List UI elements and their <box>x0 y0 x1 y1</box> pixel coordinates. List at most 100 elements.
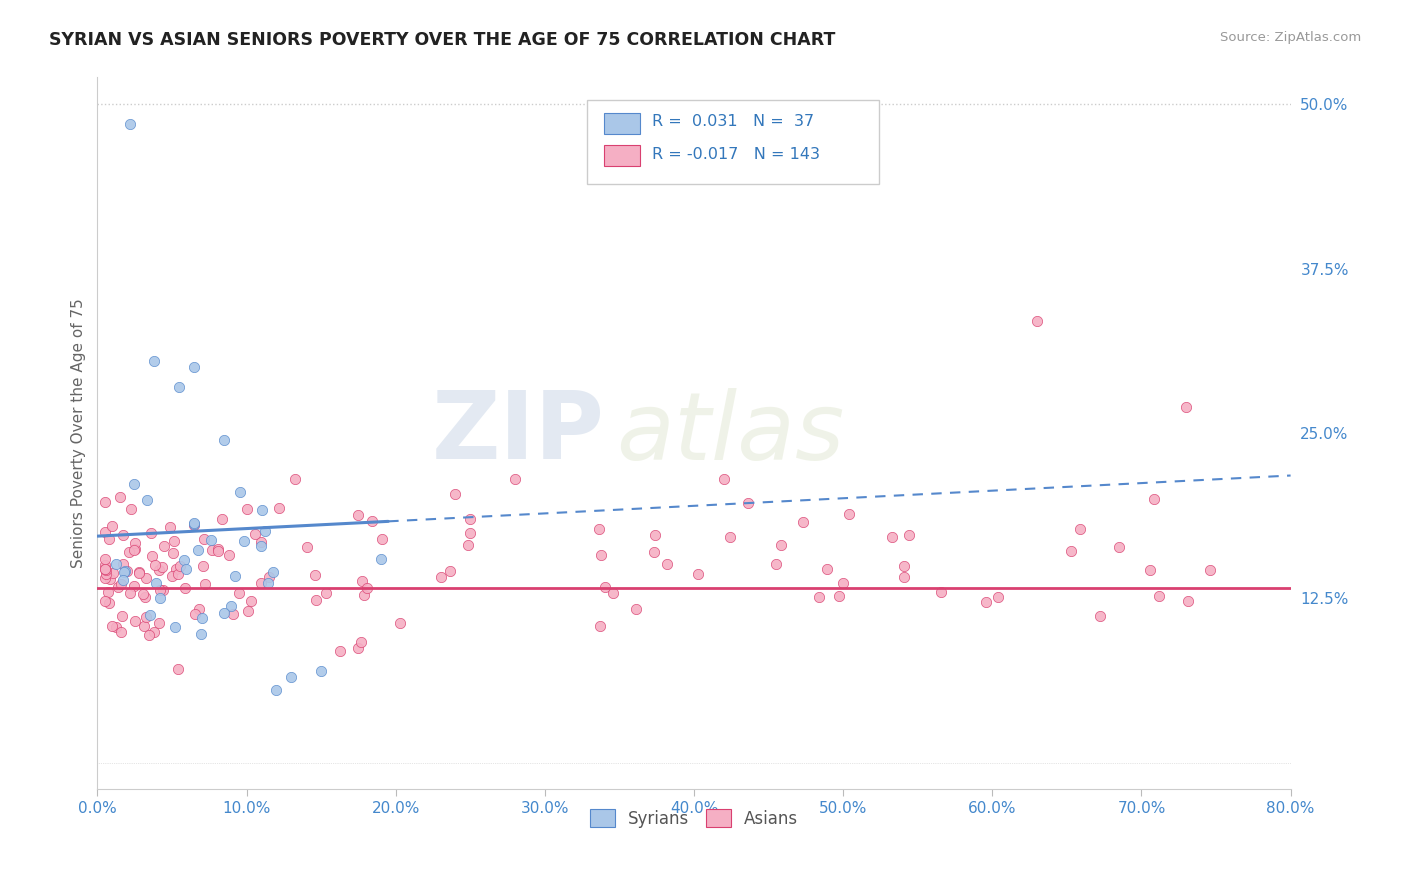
Point <box>135 570 157 584</box>
Point <box>713 473 735 487</box>
Point <box>148 616 170 631</box>
Point <box>183 360 205 375</box>
Point <box>929 585 952 599</box>
Point <box>893 558 915 573</box>
Point <box>589 619 612 633</box>
Point <box>194 576 217 591</box>
Point <box>94 552 117 566</box>
Point <box>128 565 150 579</box>
Point <box>250 539 273 553</box>
Point <box>98 596 121 610</box>
Point <box>150 559 173 574</box>
Point <box>1059 544 1081 558</box>
Point <box>245 526 267 541</box>
Point <box>1177 594 1199 608</box>
Point <box>880 530 903 544</box>
Point <box>207 543 229 558</box>
Point <box>240 593 263 607</box>
Point <box>162 546 184 560</box>
Point <box>167 566 190 581</box>
Point <box>110 624 132 639</box>
Point <box>1175 400 1198 414</box>
FancyBboxPatch shape <box>586 100 879 185</box>
Point <box>131 587 153 601</box>
Point <box>718 530 741 544</box>
Point <box>122 542 145 557</box>
Point <box>233 533 256 548</box>
Point <box>163 619 186 633</box>
Bar <box>605 145 640 167</box>
Point <box>94 558 117 573</box>
Point <box>136 493 159 508</box>
Point <box>183 516 205 531</box>
Point <box>94 571 117 585</box>
Point <box>257 570 280 584</box>
Text: R =  0.031   N =  37: R = 0.031 N = 37 <box>652 114 814 129</box>
Point <box>211 512 233 526</box>
Point <box>187 542 209 557</box>
Point <box>458 511 481 525</box>
Point <box>356 582 378 596</box>
Point <box>765 558 787 572</box>
Point <box>145 576 167 591</box>
Point <box>1026 314 1049 328</box>
Point <box>105 558 128 572</box>
Y-axis label: Seniors Poverty Over the Age of 75: Seniors Poverty Over the Age of 75 <box>72 299 86 568</box>
Point <box>143 354 166 368</box>
Point <box>138 628 160 642</box>
Point <box>1199 563 1222 577</box>
Point <box>191 559 214 574</box>
Point <box>987 591 1010 605</box>
Point <box>347 641 370 656</box>
Point <box>112 527 135 541</box>
Point <box>148 564 170 578</box>
Point <box>1139 563 1161 577</box>
Point <box>503 473 526 487</box>
Point <box>815 562 838 576</box>
Point <box>370 532 392 546</box>
Point <box>94 562 117 576</box>
Point <box>112 574 135 588</box>
Point <box>657 557 679 571</box>
Point <box>94 593 117 607</box>
Point <box>250 534 273 549</box>
Text: SYRIAN VS ASIAN SENIORS POVERTY OVER THE AGE OF 75 CORRELATION CHART: SYRIAN VS ASIAN SENIORS POVERTY OVER THE… <box>49 31 835 49</box>
Point <box>124 614 146 628</box>
Point <box>134 619 156 633</box>
Point <box>1147 590 1170 604</box>
Point <box>94 562 117 576</box>
Point <box>100 518 122 533</box>
Point <box>124 536 146 550</box>
Point <box>135 610 157 624</box>
Point <box>370 551 392 566</box>
Point <box>315 586 337 600</box>
Point <box>107 580 129 594</box>
Point <box>143 558 166 572</box>
Point <box>737 495 759 509</box>
Point <box>309 664 332 678</box>
Point <box>118 545 141 559</box>
Point <box>101 619 124 633</box>
Point <box>458 526 481 541</box>
Point <box>254 524 277 538</box>
Point <box>1088 609 1111 624</box>
Point <box>1108 540 1130 554</box>
Point <box>624 602 647 616</box>
Point <box>686 567 709 582</box>
Point <box>250 576 273 591</box>
Point <box>792 515 814 529</box>
Point <box>897 528 920 542</box>
Point <box>770 538 793 552</box>
Point <box>148 591 170 606</box>
Point <box>173 553 195 567</box>
Text: atlas: atlas <box>616 388 845 479</box>
Point <box>98 572 121 586</box>
Point <box>124 579 146 593</box>
Point <box>360 514 382 528</box>
Point <box>974 595 997 609</box>
Point <box>457 538 479 552</box>
Point <box>1143 492 1166 507</box>
Point <box>329 643 352 657</box>
Point <box>353 588 375 602</box>
Point <box>120 502 142 516</box>
